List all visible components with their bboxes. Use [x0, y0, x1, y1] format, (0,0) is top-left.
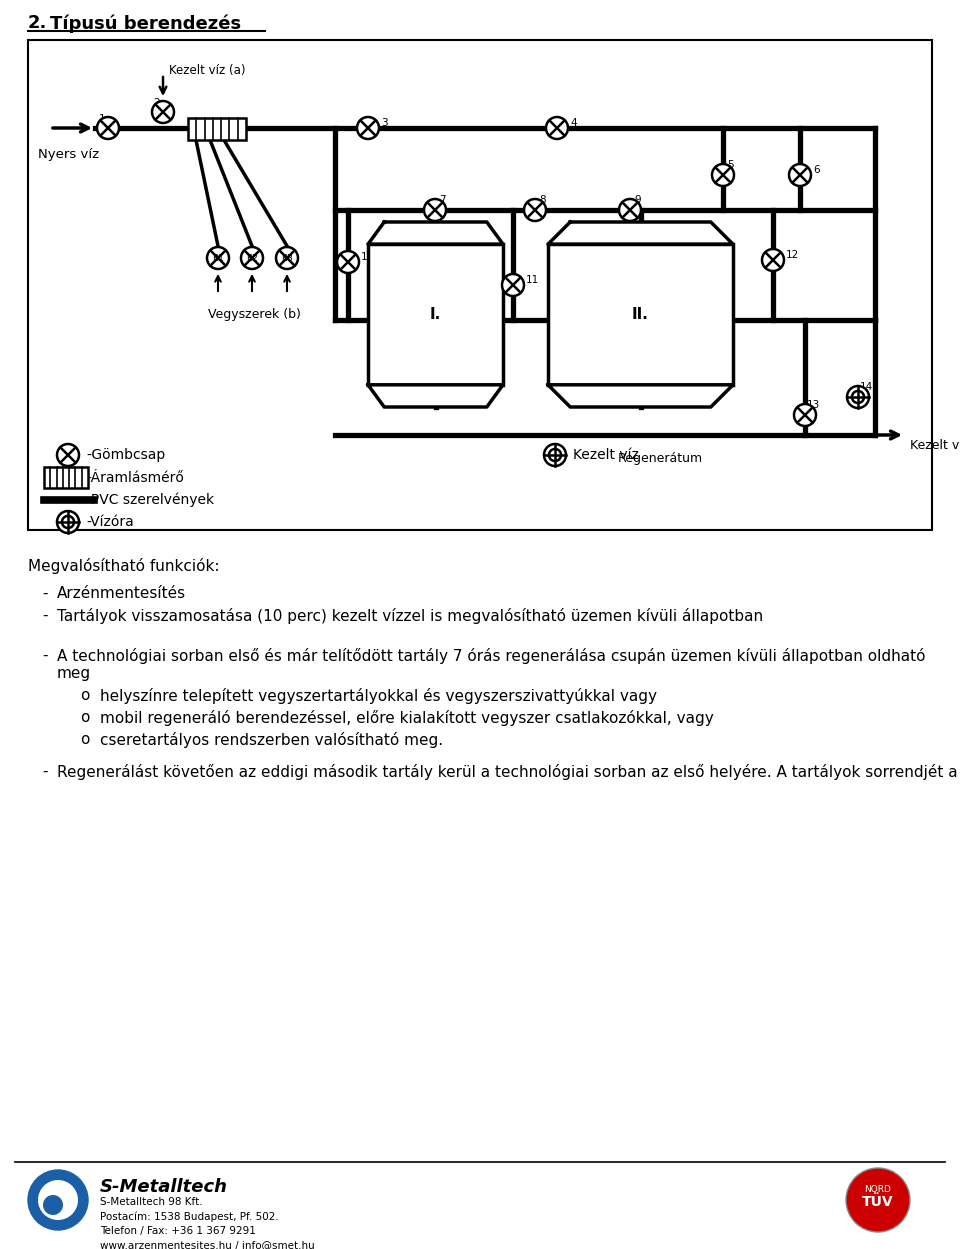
Text: cseretartályos rendszerben valósítható meg.: cseretartályos rendszerben valósítható m… — [100, 732, 444, 748]
Circle shape — [546, 117, 568, 139]
Text: 10: 10 — [361, 252, 374, 262]
Text: helyszínre telepített vegyszertartályokkal és vegyszerszivattyúkkal vagy: helyszínre telepített vegyszertartályokk… — [100, 688, 657, 704]
Text: 2: 2 — [154, 97, 160, 107]
Circle shape — [57, 511, 79, 533]
Circle shape — [846, 1168, 910, 1232]
Text: NORD: NORD — [865, 1185, 892, 1194]
Text: S-Metalltech 98 Kft.
Postacím: 1538 Budapest, Pf. 502.
Telefon / Fax: +36 1 367 : S-Metalltech 98 Kft. Postacím: 1538 Buda… — [100, 1197, 315, 1249]
Text: -: - — [42, 648, 47, 663]
Text: -: - — [42, 764, 47, 779]
Circle shape — [57, 443, 79, 466]
Text: 13: 13 — [807, 400, 820, 410]
Text: A technológiai sorban első és már telítődött tartály 7 órás regenerálása csupán : A technológiai sorban első és már telítő… — [57, 648, 925, 682]
Text: -Áramlásmérő: -Áramlásmérő — [86, 471, 184, 485]
Text: -Vízóra: -Vízóra — [86, 515, 133, 530]
Text: TÜV: TÜV — [862, 1195, 894, 1209]
Text: B3: B3 — [281, 254, 293, 262]
Text: Nyers víz: Nyers víz — [38, 147, 99, 161]
Text: o: o — [80, 688, 89, 703]
Text: -: - — [42, 586, 47, 601]
Circle shape — [241, 247, 263, 269]
Text: Arzénmentesítés: Arzénmentesítés — [57, 586, 186, 601]
Text: Kezelt víz (a): Kezelt víz (a) — [169, 64, 246, 77]
Text: 11: 11 — [526, 275, 540, 285]
Text: -: - — [42, 608, 47, 623]
Circle shape — [337, 251, 359, 274]
Circle shape — [502, 274, 524, 296]
Text: 5: 5 — [727, 160, 733, 170]
Text: 4: 4 — [570, 117, 577, 127]
Bar — [549, 307, 732, 385]
Circle shape — [97, 117, 119, 139]
Text: 7: 7 — [439, 195, 445, 205]
Text: Vegyszerek (b): Vegyszerek (b) — [208, 309, 300, 321]
Circle shape — [544, 443, 566, 466]
Polygon shape — [368, 385, 503, 407]
Text: 14: 14 — [860, 382, 874, 392]
Bar — [188, 117, 246, 140]
Text: I.: I. — [430, 307, 442, 322]
Circle shape — [789, 164, 811, 186]
Polygon shape — [548, 385, 733, 407]
Circle shape — [847, 386, 869, 408]
Text: 1: 1 — [99, 114, 106, 124]
Text: 12: 12 — [786, 250, 800, 260]
Bar — [548, 245, 733, 385]
Text: Tartályok visszamosatása (10 perc) kezelt vízzel is megvalósítható üzemen kívüli: Tartályok visszamosatása (10 perc) kezel… — [57, 608, 763, 624]
Circle shape — [152, 101, 174, 122]
Text: Kezelt víz: Kezelt víz — [910, 438, 960, 451]
Bar — [28, 40, 932, 530]
Text: B1: B1 — [212, 254, 224, 262]
Text: S-Metalltech: S-Metalltech — [100, 1178, 228, 1197]
Text: Kezelt víz: Kezelt víz — [573, 448, 638, 462]
Text: 8: 8 — [539, 195, 545, 205]
Text: B2: B2 — [246, 254, 258, 262]
Circle shape — [524, 199, 546, 221]
Text: -Gömbcsap: -Gömbcsap — [86, 448, 165, 462]
Circle shape — [28, 1170, 88, 1230]
Circle shape — [762, 249, 784, 271]
Polygon shape — [548, 222, 733, 245]
Text: Regenerátum: Regenerátum — [618, 452, 703, 465]
Text: Típusú berendezés: Típusú berendezés — [50, 14, 241, 32]
Circle shape — [38, 1180, 78, 1220]
Polygon shape — [368, 222, 503, 245]
Circle shape — [424, 199, 446, 221]
Text: 3: 3 — [381, 117, 388, 127]
Bar — [370, 307, 502, 385]
Text: Regenerálást követően az eddigi második tartály kerül a technológiai sorban az e: Regenerálást követően az eddigi második … — [57, 764, 960, 779]
Text: mobil regeneráló berendezéssel, előre kialakított vegyszer csatlakozókkal, vagy: mobil regeneráló berendezéssel, előre ki… — [100, 709, 713, 726]
Text: 6: 6 — [813, 165, 820, 175]
Text: o: o — [80, 732, 89, 747]
Bar — [368, 245, 503, 385]
Bar — [44, 467, 88, 488]
Circle shape — [276, 247, 298, 269]
Circle shape — [619, 199, 641, 221]
Circle shape — [43, 1195, 63, 1215]
Text: 9: 9 — [634, 195, 640, 205]
Text: II.: II. — [632, 307, 649, 322]
Circle shape — [794, 403, 816, 426]
Circle shape — [207, 247, 229, 269]
Circle shape — [357, 117, 379, 139]
Text: o: o — [80, 709, 89, 724]
Text: -PVC szerelvények: -PVC szerelvények — [86, 493, 214, 507]
Text: 2.: 2. — [28, 14, 47, 32]
Text: Megvalósítható funkciók:: Megvalósítható funkciók: — [28, 558, 220, 575]
Circle shape — [712, 164, 734, 186]
